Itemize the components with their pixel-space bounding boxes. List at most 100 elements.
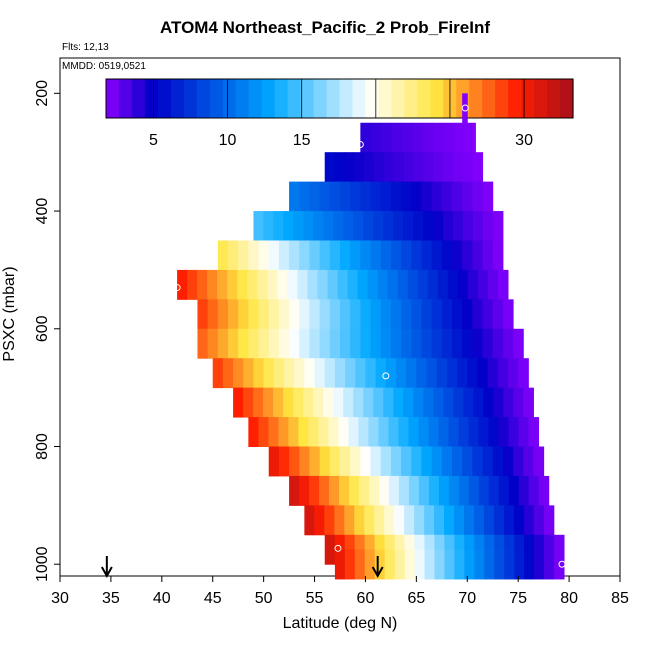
heatmap-cell: [328, 417, 339, 447]
heatmap-cell: [384, 549, 396, 580]
heatmap-cell: [317, 269, 329, 300]
heatmap-cell: [472, 299, 484, 330]
heatmap-cell: [383, 387, 394, 418]
heatmap-cell: [452, 328, 463, 359]
heatmap-cell: [514, 549, 525, 580]
heatmap-cell: [307, 269, 318, 300]
colorbar-segment: [469, 79, 483, 118]
heatmap-cell: [468, 417, 480, 447]
heatmap-cell: [354, 152, 365, 183]
heatmap-cell: [390, 181, 402, 212]
heatmap-cell: [478, 417, 490, 447]
heatmap-cell: [344, 549, 356, 580]
heatmap-cell: [401, 446, 412, 477]
heatmap-cell: [411, 299, 422, 330]
heatmap-cell: [534, 549, 545, 580]
heatmap-cell: [502, 446, 514, 477]
sample-marker: [382, 372, 390, 380]
heatmap-cell: [363, 387, 374, 418]
latitude-arrow-head: [100, 566, 113, 579]
heatmap-cell: [413, 387, 424, 418]
heatmap-cell: [487, 269, 499, 300]
heatmap-cell: [452, 152, 464, 183]
heatmap-cell: [472, 211, 484, 241]
heatmap-cell: [227, 269, 238, 300]
heatmap-cell: [444, 122, 455, 153]
heatmap-cell: [357, 269, 369, 300]
heatmap-cell: [433, 122, 445, 153]
heatmap-cell: [457, 269, 469, 300]
heatmap-cell: [388, 417, 399, 447]
heatmap-cell: [508, 417, 520, 447]
heatmap-cell: [278, 328, 290, 359]
heatmap-cell: [319, 328, 331, 359]
heatmap-cell: [299, 299, 310, 330]
heatmap-cell: [402, 122, 414, 153]
heatmap-cell: [340, 181, 351, 212]
heatmap-cell: [377, 269, 389, 300]
heatmap-cell: [462, 152, 474, 183]
heatmap-cell: [333, 387, 344, 418]
heatmap-cell: [298, 417, 309, 447]
heatmap-cell: [268, 299, 280, 330]
heatmap-cell: [482, 446, 494, 477]
colorbar-segment: [183, 79, 198, 118]
heatmap-cell: [233, 387, 244, 418]
heatmap-cell: [453, 387, 464, 418]
heatmap-cell: [258, 299, 270, 330]
heatmap-cell: [228, 240, 239, 271]
heatmap-cell: [492, 240, 504, 271]
heatmap-cell: [462, 446, 473, 477]
heatmap-cell: [401, 240, 412, 271]
heatmap-cell: [418, 417, 429, 447]
heatmap-cell: [233, 358, 244, 389]
colorbar-segment: [521, 79, 535, 118]
colorbar-segment: [560, 79, 574, 118]
heatmap-cell: [253, 387, 264, 418]
heatmap-cell: [417, 269, 429, 300]
heatmap-cell: [374, 505, 385, 536]
x-tick-label: 40: [153, 590, 171, 607]
heatmap-cell: [289, 475, 300, 506]
heatmap-cell: [523, 446, 534, 477]
heatmap-cell: [438, 475, 450, 506]
heatmap-cell: [385, 358, 397, 389]
heatmap-cell: [350, 240, 361, 271]
heatmap-cell: [283, 387, 294, 418]
heatmap-cell: [353, 387, 364, 418]
colorbar-segment: [209, 79, 224, 118]
heatmap-cell: [327, 269, 339, 300]
heatmap-cell: [473, 387, 484, 418]
heatmap-cell: [358, 475, 370, 506]
colorbar-segment: [118, 79, 133, 118]
heatmap-cell: [319, 299, 331, 330]
heatmap-cell: [458, 475, 470, 506]
heatmap-cell: [513, 505, 525, 536]
colorbar-segment: [222, 79, 237, 118]
heatmap-cell: [278, 299, 290, 330]
heatmap-cell: [423, 152, 434, 183]
heatmap-cell: [458, 417, 470, 447]
heatmap-cell: [278, 417, 289, 447]
heatmap-cell: [284, 358, 295, 389]
heatmap-cell: [381, 122, 393, 153]
colorbar-segment: [417, 79, 431, 118]
heatmap-cell: [464, 122, 476, 153]
heatmap-cell: [483, 387, 494, 418]
x-tick-label: 35: [102, 590, 120, 607]
heatmap-cell: [370, 299, 382, 330]
sample-marker: [334, 544, 342, 552]
heatmap-cell: [380, 299, 392, 330]
heatmap-cell: [398, 417, 409, 447]
heatmap-cell: [394, 549, 406, 580]
heatmap-cell: [414, 505, 425, 536]
y-tick-label: 400: [34, 198, 51, 225]
heatmap-cell: [463, 387, 474, 418]
heatmap-cell: [473, 505, 485, 536]
heatmap-cell: [396, 358, 407, 389]
heatmap-cell: [365, 358, 377, 389]
heatmap-cell: [464, 549, 475, 580]
heatmap-cell: [443, 211, 454, 241]
heatmap-cell: [238, 240, 249, 271]
